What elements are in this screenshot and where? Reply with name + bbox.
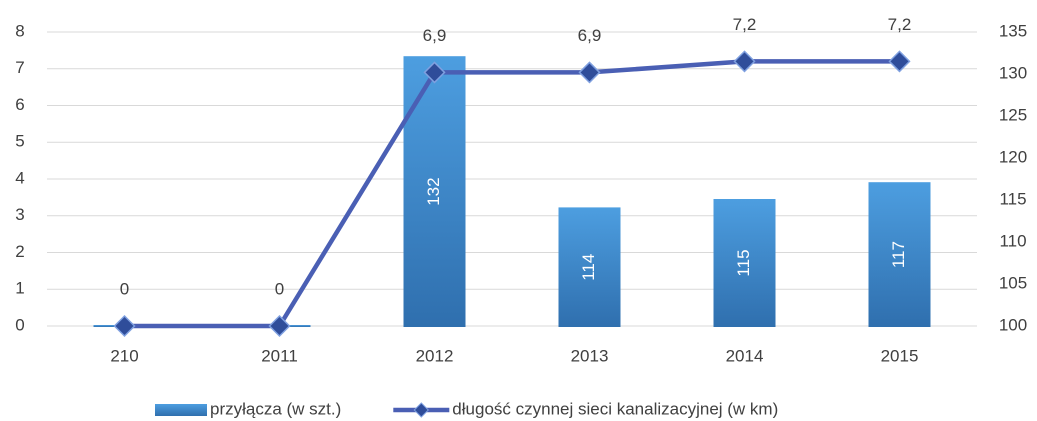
x-tick-label: 210 bbox=[110, 346, 138, 365]
x-tick-label: 2013 bbox=[571, 346, 609, 365]
legend-swatch bbox=[155, 404, 207, 416]
y2-tick-label: 120 bbox=[999, 147, 1027, 166]
y2-tick-label: 105 bbox=[999, 273, 1027, 292]
y-tick-label: 6 bbox=[15, 95, 24, 114]
x-tick-label: 2012 bbox=[416, 346, 454, 365]
x-tick-label: 2011 bbox=[261, 346, 298, 365]
y2-tick-label: 130 bbox=[999, 63, 1027, 82]
bar-value-label: 132 bbox=[424, 177, 443, 205]
marker bbox=[578, 61, 601, 84]
y2-tick-label: 125 bbox=[999, 105, 1027, 124]
y-tick-label: 7 bbox=[15, 58, 24, 77]
legend-label: przyłącza (w szt.) bbox=[210, 399, 341, 418]
y-tick-label: 2 bbox=[15, 242, 24, 261]
y-tick-label: 1 bbox=[15, 279, 24, 298]
legend-label: długość czynnej sieci kanalizacyjnej (w … bbox=[452, 399, 778, 418]
bar bbox=[558, 207, 621, 327]
line-value-label: 7,2 bbox=[733, 15, 757, 34]
bar bbox=[403, 56, 466, 327]
marker bbox=[423, 61, 446, 84]
bar-value-label: 115 bbox=[734, 249, 753, 276]
y-tick-label: 3 bbox=[15, 205, 24, 224]
legend-marker bbox=[413, 402, 430, 418]
line-value-label: 6,9 bbox=[423, 26, 447, 45]
line-value-label: 0 bbox=[120, 279, 129, 298]
y2-tick-label: 110 bbox=[999, 231, 1026, 250]
y2-tick-label: 115 bbox=[999, 189, 1026, 208]
line bbox=[124, 59, 900, 329]
x-tick-label: 2014 bbox=[726, 346, 764, 365]
line-value-label: 7,2 bbox=[888, 15, 912, 34]
marker bbox=[268, 314, 291, 338]
y2-tick-label: 100 bbox=[999, 315, 1027, 334]
bar bbox=[868, 182, 931, 327]
y-tick-label: 5 bbox=[15, 132, 24, 151]
marker bbox=[733, 50, 756, 73]
bar-value-label: 117 bbox=[889, 241, 908, 268]
y-tick-label: 8 bbox=[15, 21, 24, 40]
bar-value-label: 114 bbox=[579, 254, 598, 281]
line-value-label: 6,9 bbox=[578, 26, 602, 45]
marker bbox=[888, 50, 911, 73]
y-tick-label: 4 bbox=[15, 168, 24, 187]
marker bbox=[113, 314, 136, 338]
y-tick-label: 0 bbox=[15, 315, 24, 334]
bar bbox=[713, 199, 776, 327]
y2-tick-label: 135 bbox=[999, 21, 1027, 40]
x-tick-label: 2015 bbox=[881, 346, 919, 365]
line-value-label: 0 bbox=[275, 279, 284, 298]
